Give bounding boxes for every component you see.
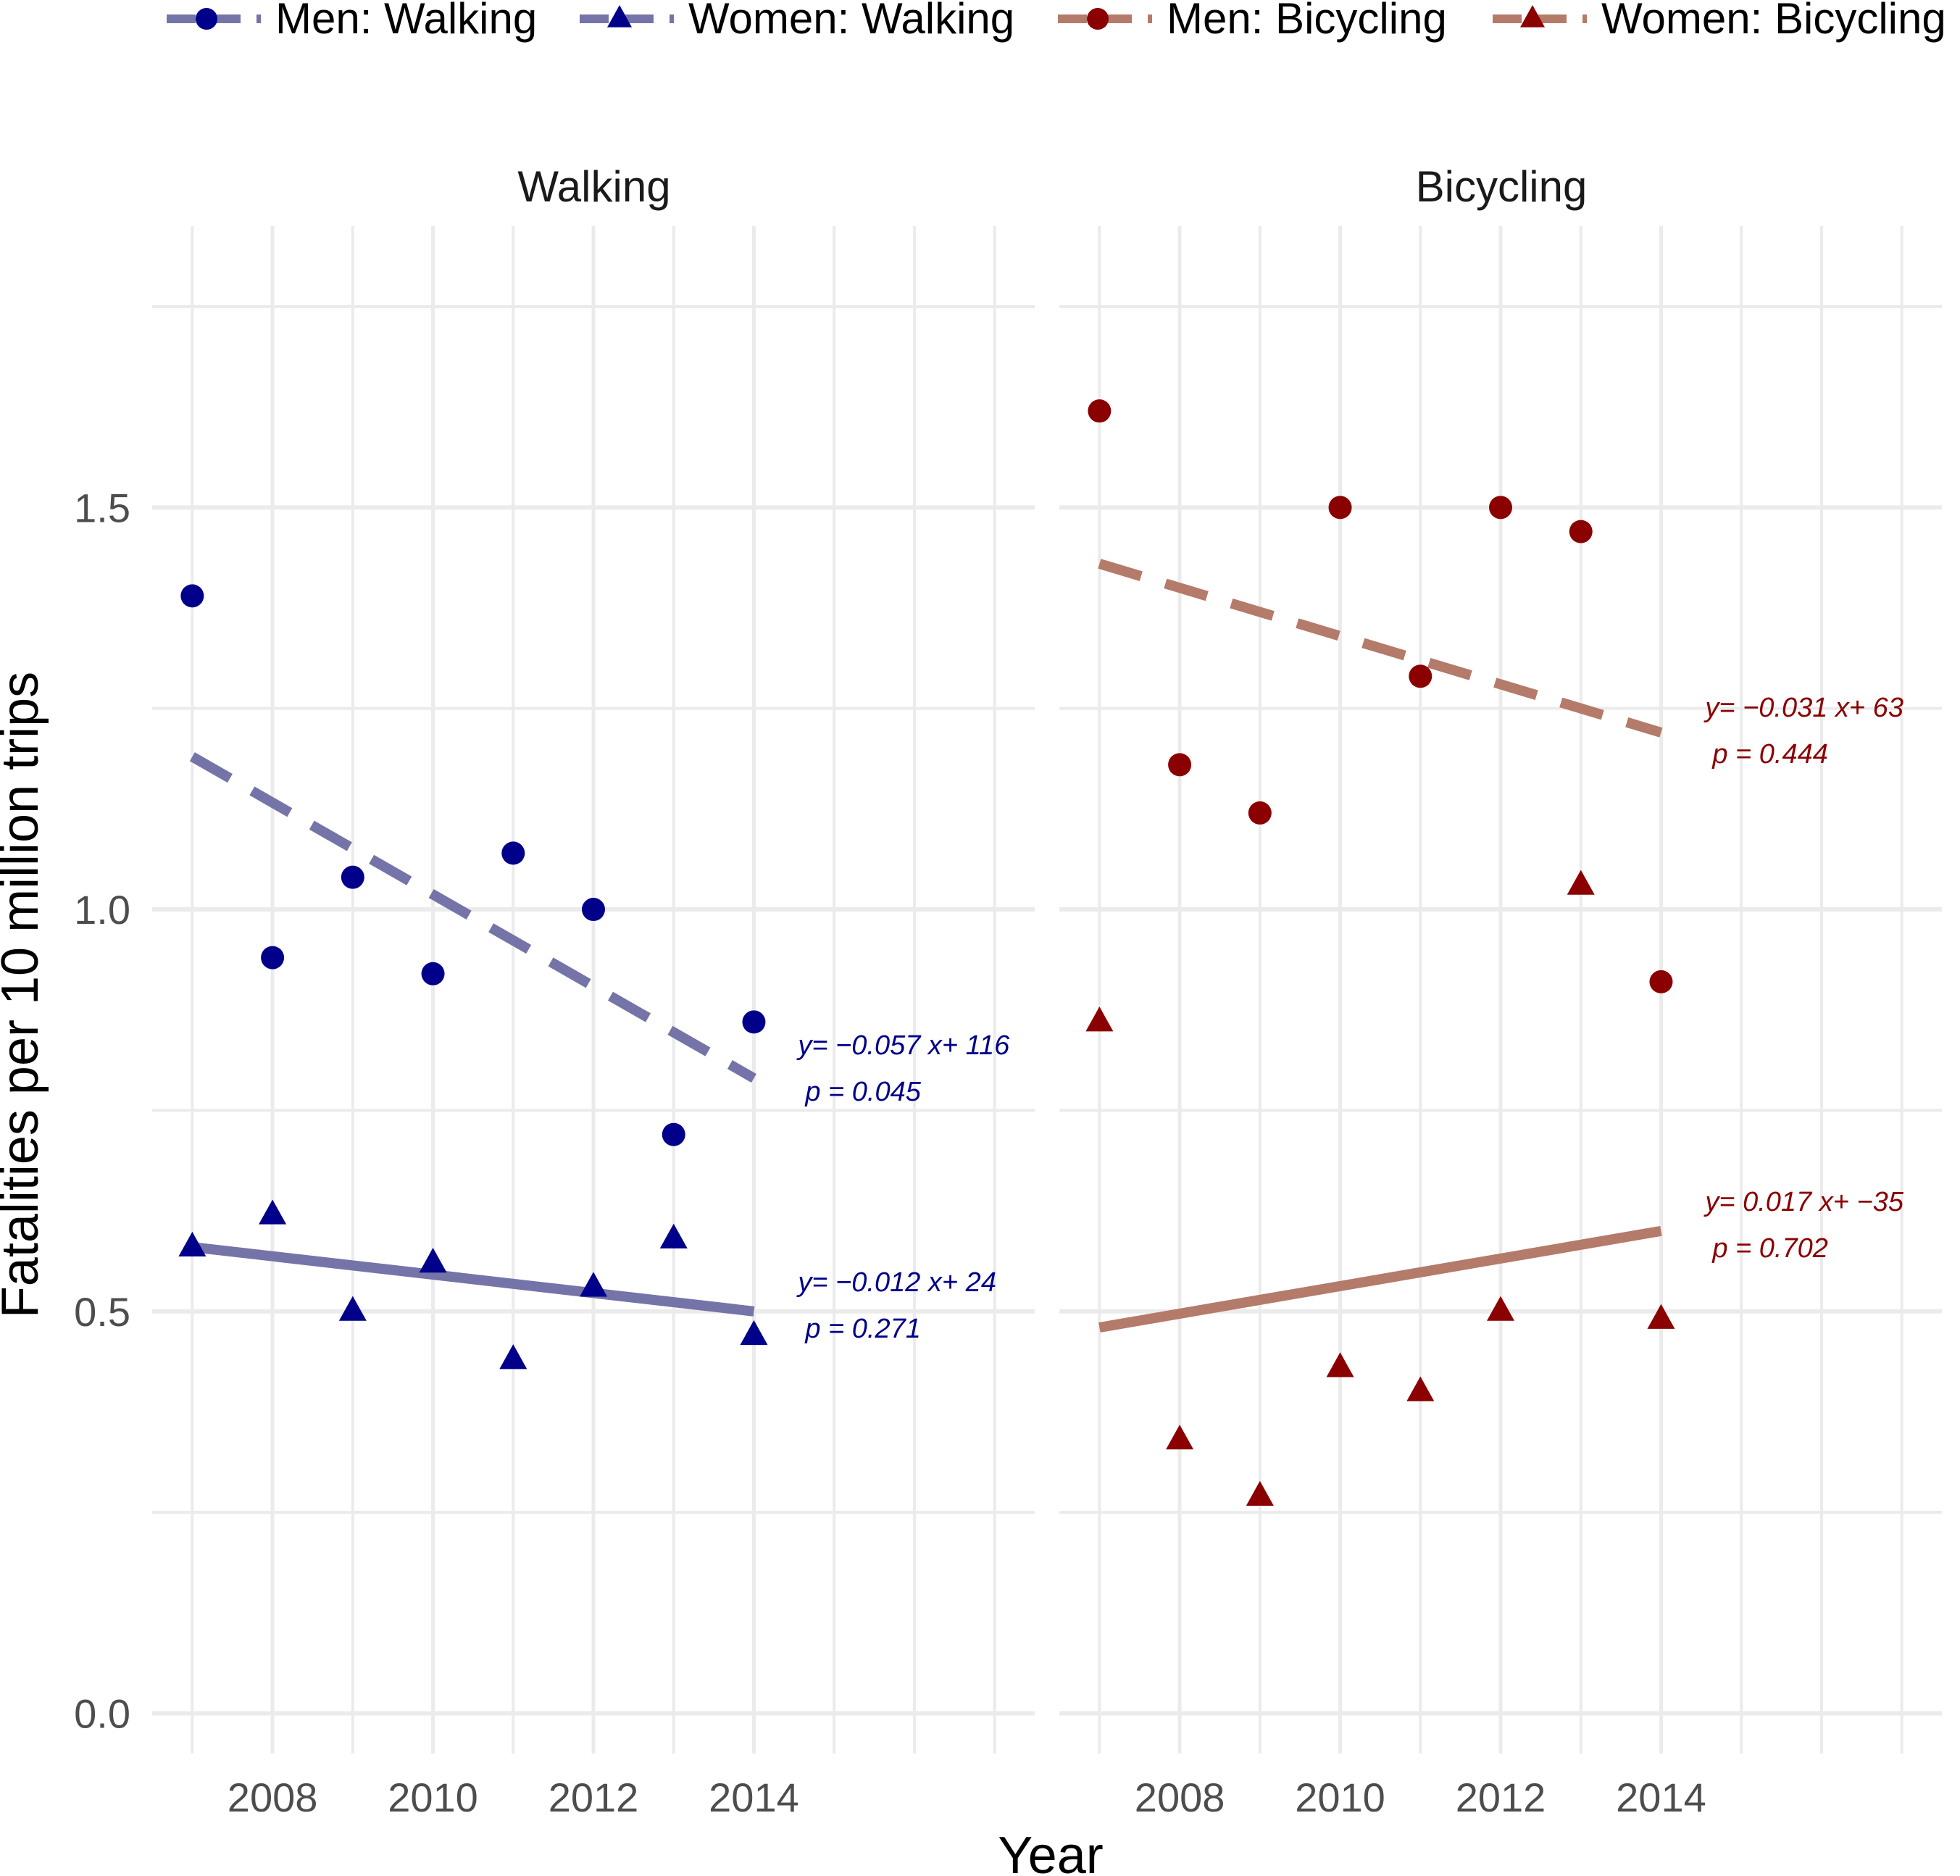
data-point-circle [501, 841, 525, 865]
x-tick-label: 2010 [1295, 1775, 1385, 1820]
data-point-circle [1328, 496, 1352, 520]
data-point-triangle [1326, 1352, 1354, 1377]
data-point-triangle [1567, 870, 1595, 895]
legend-circle-marker [196, 8, 217, 30]
facet-strip-label: Bicycling [1416, 162, 1588, 211]
regression-p-value: p = 0.702 [1711, 1233, 1828, 1264]
y-tick-label: 1.0 [74, 887, 130, 933]
data-point-triangle [1487, 1296, 1514, 1321]
legend-label: Men: Bicycling [1167, 0, 1447, 43]
x-axis-title: Year [998, 1827, 1103, 1876]
data-point-circle [662, 1122, 685, 1146]
data-point-triangle [178, 1231, 207, 1257]
regression-p-value: p = 0.045 [804, 1077, 921, 1107]
y-tick-label: 0.0 [74, 1691, 130, 1737]
x-tick-label: 2010 [388, 1775, 478, 1820]
data-point-triangle [1406, 1376, 1435, 1401]
legend-label: Women: Walking [688, 0, 1014, 43]
data-point-triangle [740, 1320, 768, 1346]
x-tick-label: 2014 [709, 1775, 799, 1820]
data-point-circle [341, 865, 364, 889]
y-tick-label: 1.5 [74, 485, 130, 530]
data-point-triangle [1085, 1006, 1114, 1032]
data-point-triangle [580, 1272, 607, 1297]
data-point-circle [1248, 801, 1272, 825]
facet-panels: Walking 2008 2010 2012 2014 y= −0.057 x+ 116 p… [74, 162, 1942, 1820]
regression-line [1098, 559, 1663, 738]
legend-label: Women: Bicycling [1601, 0, 1946, 43]
data-point-triangle [259, 1199, 287, 1225]
regression-line [191, 1242, 755, 1317]
data-point-circle [1168, 753, 1192, 777]
regression-equation: y= −0.031 x+ 63 [1703, 693, 1903, 723]
data-point-triangle [1246, 1480, 1274, 1506]
regression-equation: y= −0.012 x+ 24 [796, 1267, 996, 1298]
regression-p-value: p = 0.444 [1711, 739, 1828, 770]
data-point-triangle [1166, 1425, 1194, 1450]
data-point-triangle [659, 1223, 688, 1248]
regression-p-value: p = 0.271 [804, 1314, 921, 1344]
x-tick-label: 2012 [1456, 1775, 1546, 1820]
data-point-circle [742, 1010, 766, 1034]
legend-circle-marker [1087, 8, 1109, 30]
regression-equation: y= −0.057 x+ 116 [796, 1030, 1010, 1061]
y-tick-label: 0.5 [74, 1289, 130, 1335]
legend-item: Women: Bicycling [1493, 0, 1946, 43]
x-tick-label: 2008 [228, 1775, 318, 1820]
legend-triangle-marker [607, 5, 632, 28]
data-point-triangle [338, 1296, 367, 1321]
data-point-circle [261, 946, 285, 970]
data-point-triangle [499, 1344, 527, 1370]
facet-strip-label: Walking [517, 162, 670, 211]
data-point-circle [1409, 664, 1433, 688]
legend-label: Men: Walking [275, 0, 537, 43]
legend: Men: Walking Women: Walking Men: Bicycling… [167, 0, 1946, 43]
legend-triangle-marker [1520, 5, 1545, 28]
data-point-circle [421, 962, 445, 985]
data-point-triangle [419, 1248, 447, 1273]
regression-equation: y= 0.017 x+ −35 [1703, 1187, 1903, 1217]
data-point-circle [1489, 496, 1512, 520]
x-tick-label: 2012 [549, 1775, 639, 1820]
data-point-circle [1569, 520, 1593, 543]
legend-item: Men: Bicycling [1058, 0, 1447, 43]
data-point-triangle [1647, 1304, 1675, 1329]
data-point-circle [180, 584, 204, 608]
legend-item: Men: Walking [167, 0, 537, 43]
data-point-circle [1649, 970, 1673, 993]
x-tick-label: 2008 [1135, 1775, 1225, 1820]
data-point-circle [582, 898, 605, 922]
regression-line [189, 752, 756, 1083]
facet-panel-bicycling: Bicycling 2008 2010 2012 2014 y= −0.031 x+ 63… [1059, 162, 1942, 1820]
x-tick-label: 2014 [1616, 1775, 1706, 1820]
y-axis-title: Fatalities per 10 million trips [0, 672, 49, 1318]
legend-item: Women: Walking [580, 0, 1014, 43]
regression-line [1098, 1225, 1662, 1333]
data-point-circle [1088, 399, 1112, 423]
facet-panel-walking: Walking 2008 2010 2012 2014 y= −0.057 x+ 116 p… [152, 162, 1035, 1820]
